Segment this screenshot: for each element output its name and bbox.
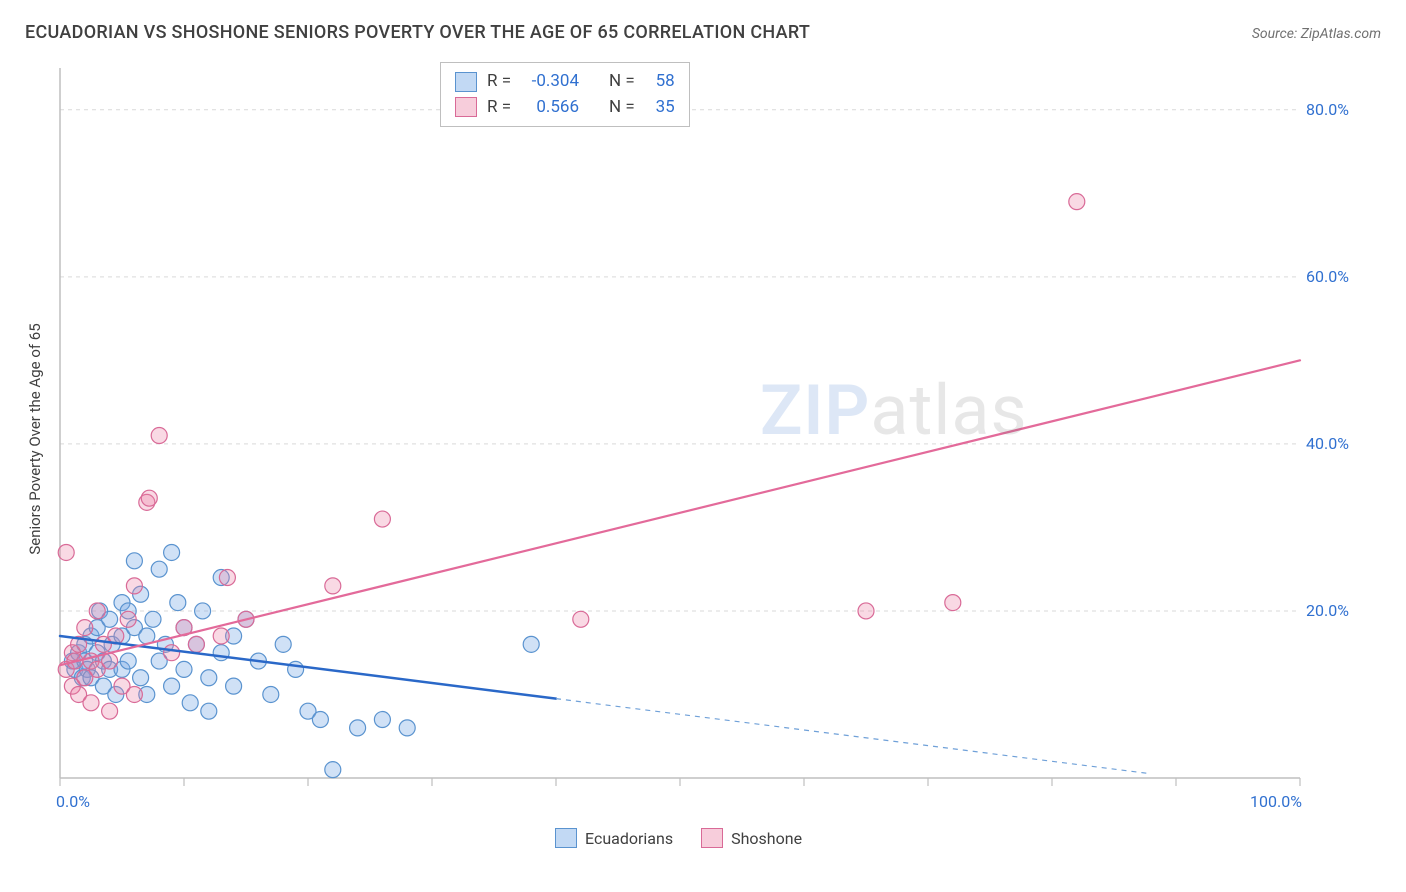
r-label: R = — [487, 69, 511, 95]
source-name: ZipAtlas.com — [1301, 26, 1381, 42]
trend-line — [60, 360, 1300, 665]
scatter-point — [151, 428, 167, 444]
scatter-point — [151, 561, 167, 577]
scatter-point — [1069, 194, 1085, 210]
scatter-point — [312, 712, 328, 728]
y-axis-label: Seniors Poverty Over the Age of 65 — [26, 323, 44, 554]
scatter-chart — [50, 58, 1350, 818]
y-tick-label: 60.0% — [1306, 267, 1349, 286]
r-label: R = — [487, 95, 511, 121]
scatter-point — [77, 620, 93, 636]
scatter-point — [201, 670, 217, 686]
r-value: -0.304 — [521, 69, 579, 95]
scatter-point — [201, 703, 217, 719]
scatter-point — [195, 603, 211, 619]
scatter-point — [164, 678, 180, 694]
scatter-point — [263, 686, 279, 702]
scatter-point — [219, 570, 235, 586]
source-prefix: Source: — [1252, 26, 1301, 42]
scatter-point — [213, 628, 229, 644]
scatter-point — [170, 595, 186, 611]
scatter-point — [102, 703, 118, 719]
scatter-point — [164, 645, 180, 661]
r-value: 0.566 — [521, 95, 579, 121]
scatter-point — [120, 611, 136, 627]
scatter-point — [858, 603, 874, 619]
stats-row: R = -0.304 N = 58 — [455, 69, 675, 95]
scatter-point — [226, 678, 242, 694]
scatter-point — [275, 636, 291, 652]
legend-swatch — [455, 97, 477, 117]
x-end-label: 100.0% — [1250, 792, 1302, 811]
legend-swatch — [455, 72, 477, 92]
scatter-point — [133, 670, 149, 686]
scatter-point — [126, 686, 142, 702]
scatter-point — [350, 720, 366, 736]
scatter-point — [188, 636, 204, 652]
legend-swatch — [555, 828, 577, 848]
scatter-point — [89, 603, 105, 619]
scatter-point — [374, 712, 390, 728]
source-attribution: Source: ZipAtlas.com — [1252, 26, 1381, 42]
n-value: 35 — [645, 95, 675, 121]
scatter-point — [573, 611, 589, 627]
scatter-point — [145, 611, 161, 627]
stats-legend-box: R = -0.304 N = 58 R = 0.566 N = 35 — [440, 62, 690, 127]
scatter-point — [141, 490, 157, 506]
n-value: 58 — [645, 69, 675, 95]
chart-title: ECUADORIAN VS SHOSHONE SENIORS POVERTY O… — [25, 22, 810, 43]
scatter-point — [58, 544, 74, 560]
scatter-point — [325, 762, 341, 778]
legend-label: Shoshone — [731, 829, 802, 848]
scatter-point — [164, 544, 180, 560]
stats-row: R = 0.566 N = 35 — [455, 95, 675, 121]
legend-item: Shoshone — [701, 828, 802, 848]
legend-label: Ecuadorians — [585, 829, 673, 848]
scatter-point — [120, 653, 136, 669]
legend-swatch — [701, 828, 723, 848]
y-tick-label: 80.0% — [1306, 100, 1349, 119]
trend-line-extrapolated — [556, 699, 1151, 774]
series-legend: Ecuadorians Shoshone — [555, 828, 802, 848]
scatter-point — [83, 695, 99, 711]
scatter-point — [126, 553, 142, 569]
y-tick-label: 40.0% — [1306, 434, 1349, 453]
scatter-point — [176, 661, 192, 677]
scatter-point — [374, 511, 390, 527]
legend-item: Ecuadorians — [555, 828, 673, 848]
scatter-point — [523, 636, 539, 652]
scatter-point — [325, 578, 341, 594]
n-label: N = — [609, 95, 635, 121]
y-tick-label: 20.0% — [1306, 601, 1349, 620]
scatter-point — [945, 595, 961, 611]
scatter-point — [182, 695, 198, 711]
n-label: N = — [609, 69, 635, 95]
x-start-label: 0.0% — [56, 792, 90, 811]
scatter-point — [399, 720, 415, 736]
scatter-point — [126, 578, 142, 594]
